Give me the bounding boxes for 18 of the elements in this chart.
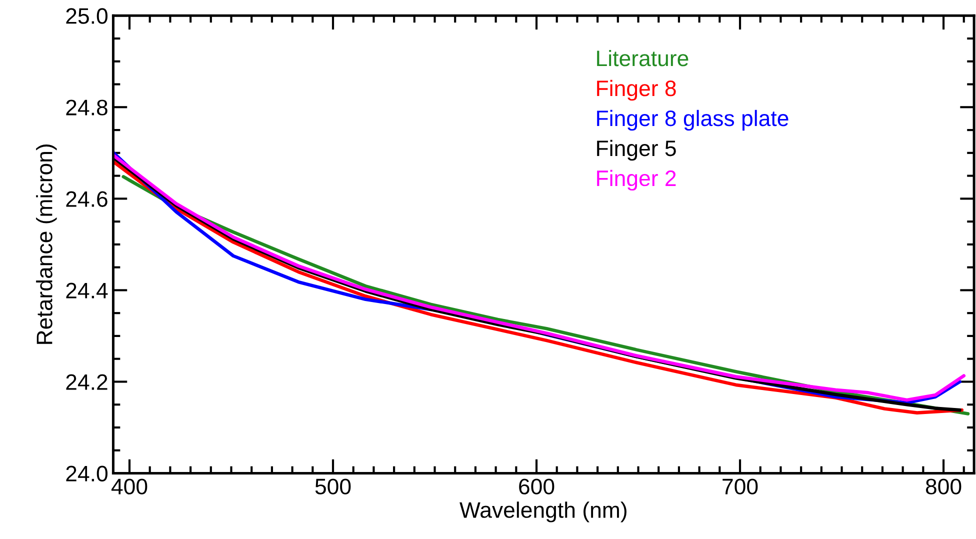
y-tick-label: 24.4	[66, 282, 108, 298]
text: Finger 2	[597, 170, 676, 191]
text: Literature	[597, 50, 688, 66]
x-tick-label: 400	[111, 478, 148, 494]
x-tick-label: 800	[926, 478, 962, 494]
y-tick-label: 25.0	[66, 8, 108, 24]
text: Finger 8	[597, 80, 676, 101]
x-tick-label: 500	[315, 478, 351, 494]
y-tick-label: 24.6	[66, 191, 108, 207]
y-tick-label: 24.2	[66, 374, 108, 390]
x-tick-label: 700	[722, 478, 758, 494]
y-axis-title: Retardance (micron)	[36, 144, 57, 344]
y-tick-label: 24.8	[66, 100, 108, 116]
x-axis-title: Wavelength (nm)	[460, 502, 626, 522]
text: Finger 8 glass plate	[597, 110, 788, 131]
y-tick-label: 24.0	[66, 466, 108, 482]
text: Finger 5	[597, 140, 676, 161]
x-tick-label: 600	[519, 478, 554, 494]
